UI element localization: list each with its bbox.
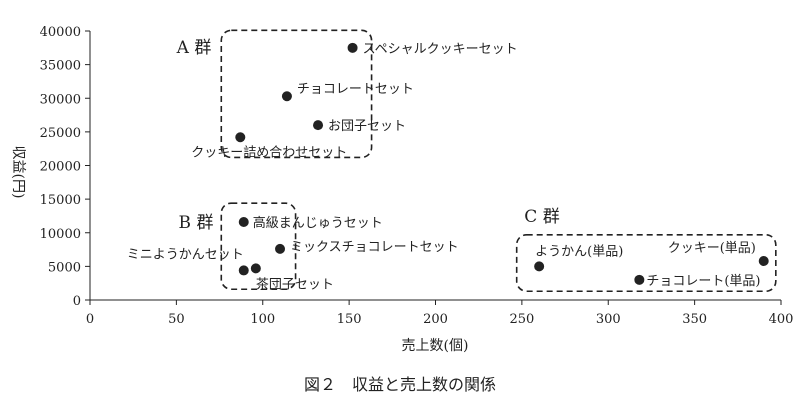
group-label-a: A 群 <box>176 38 212 58</box>
data-point <box>634 274 645 285</box>
y-tick-label: 5000 <box>48 260 81 275</box>
data-points <box>235 42 769 285</box>
point-label: チョコレート(単品) <box>646 273 760 289</box>
group-labels: A 群 B 群 C 群 <box>176 38 560 233</box>
x-tick-label: 50 <box>168 312 185 327</box>
x-axis-title: 売上数(個) <box>402 338 469 354</box>
data-point <box>281 91 292 102</box>
point-label: お団子セット <box>328 119 406 134</box>
data-point <box>758 255 769 266</box>
group-boxes <box>220 29 777 293</box>
x-tick-label: 400 <box>769 312 794 327</box>
data-point <box>238 265 249 276</box>
y-tick-label: 0 <box>73 294 81 309</box>
data-point <box>275 243 286 254</box>
point-label: 高級まんじゅうセット <box>253 215 383 231</box>
y-tick-label: 40000 <box>40 25 81 40</box>
data-point <box>250 263 261 274</box>
group-box-c <box>515 233 777 293</box>
point-label: 茶団子セット <box>256 276 334 292</box>
point-labels: スペシャルクッキーセットチョコレートセットお団子セットクッキー詰め合わせセット高… <box>127 42 761 293</box>
x-tick-label: 350 <box>682 312 707 327</box>
figure-caption: 図２ 収益と売上数の関係 <box>304 375 496 394</box>
point-label: クッキー(単品) <box>668 240 756 256</box>
group-label-c: C 群 <box>524 207 559 227</box>
data-point <box>313 120 324 131</box>
x-tick-label: 100 <box>250 312 275 327</box>
point-label: ようかん(単品) <box>535 243 623 259</box>
group-box-a <box>220 29 373 159</box>
x-tick-label: 0 <box>86 312 94 327</box>
point-label: チョコレートセット <box>297 82 414 97</box>
y-tick-label: 35000 <box>40 59 81 74</box>
data-point <box>235 132 246 143</box>
point-label: クッキー詰め合わせセット <box>191 144 347 160</box>
x-tick-label: 200 <box>423 312 448 327</box>
y-axis-title: 収益(円) <box>10 146 26 199</box>
point-label: ミニようかんセット <box>127 247 244 262</box>
group-label-b: B 群 <box>179 213 214 233</box>
data-point <box>534 261 545 272</box>
x-tick-label: 250 <box>509 312 534 327</box>
data-point <box>347 42 358 53</box>
data-point <box>238 216 249 227</box>
point-label: ミックスチョコレートセット <box>290 240 459 255</box>
y-tick-label: 25000 <box>40 126 81 141</box>
y-tick-label: 15000 <box>40 193 81 208</box>
ticks: 0 50 100 150 200 250 300 350 400 0 5000 10000 15000 2… <box>40 25 794 327</box>
x-tick-label: 300 <box>596 312 621 327</box>
group-box-b <box>220 202 297 291</box>
y-tick-label: 10000 <box>40 227 81 242</box>
x-tick-label: 150 <box>337 312 362 327</box>
y-tick-label: 20000 <box>40 160 81 175</box>
point-label: スペシャルクッキーセット <box>363 42 518 57</box>
y-tick-label: 30000 <box>40 92 81 107</box>
